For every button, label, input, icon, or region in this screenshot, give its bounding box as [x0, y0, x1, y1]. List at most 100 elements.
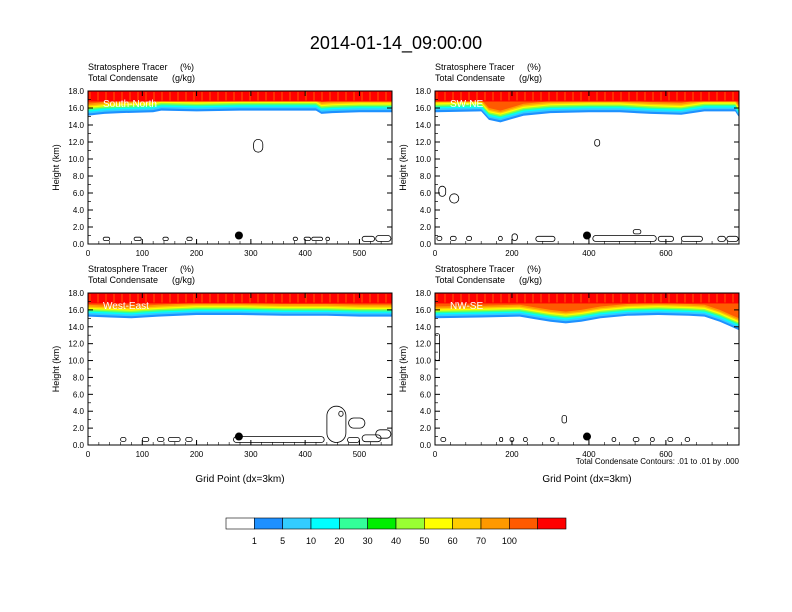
variable-1-label: Stratosphere Tracer [435, 264, 515, 274]
x-axis-label: Grid Point (dx=3km) [542, 474, 631, 485]
y-tick-label: 4.0 [420, 206, 432, 215]
x-tick-label: 200 [190, 249, 204, 258]
x-tick-label: 500 [353, 450, 367, 459]
condensate-contour [511, 233, 518, 242]
x-tick-label: 0 [86, 450, 91, 459]
condensate-contour [167, 436, 181, 442]
y-tick-label: 8.0 [420, 373, 432, 382]
chart-panel: 0.0 2.0 4.0 6.0 8.0 10.0 12.0 14.0 16.0 18.0 0 200 4… [398, 264, 740, 485]
panels-group: 0.0 2.0 4.0 6.0 8.0 10.0 12.0 14.0 16.0 18.0 0 100 2… [51, 62, 740, 485]
colorbar-swatch [367, 517, 397, 530]
y-axis-label: Height (km) [51, 144, 61, 191]
x-tick-label: 0 [433, 249, 438, 258]
y-tick-label: 10.0 [415, 155, 431, 164]
condensate-contour [311, 236, 324, 241]
colorbar-swatch [310, 517, 340, 530]
condensate-contour [375, 429, 392, 439]
panel-label: West-East [103, 301, 149, 312]
x-tick-label: 300 [244, 249, 258, 258]
condensate-contour [550, 436, 555, 442]
colorbar-label: 10 [306, 536, 316, 546]
condensate-contour [292, 236, 298, 241]
condensate-contour [338, 410, 344, 417]
colorbar-swatch [395, 517, 425, 530]
condensate-contour [684, 436, 691, 442]
condensate-contour [347, 436, 360, 443]
y-tick-label: 6.0 [73, 189, 85, 198]
tracer-band-100 [88, 91, 392, 102]
colorbar-swatch [452, 517, 482, 530]
condensate-contour [185, 436, 193, 442]
location-marker [234, 231, 243, 240]
variable-1-units: (%) [180, 62, 194, 72]
condensate-contour [632, 229, 642, 235]
colorbar-swatch [282, 517, 312, 530]
y-axis-label: Height (km) [398, 144, 408, 191]
contour-note: Total Condensate Contours: .01 to .01 by… [576, 457, 740, 466]
x-tick-label: 200 [505, 450, 519, 459]
y-tick-label: 12.0 [415, 340, 431, 349]
y-tick-label: 8.0 [73, 373, 85, 382]
condensate-contour [726, 235, 739, 242]
x-tick-label: 200 [190, 450, 204, 459]
colorbar: 1 5 10 20 30 40 50 60 70 100 [225, 517, 567, 546]
condensate-contour [499, 436, 504, 442]
variable-2-units: (g/kg) [172, 73, 195, 83]
y-tick-label: 18.0 [68, 87, 84, 96]
y-tick-label: 10.0 [68, 357, 84, 366]
condensate-contour [594, 138, 601, 147]
y-axis-label: Height (km) [51, 346, 61, 393]
x-tick-label: 500 [353, 249, 367, 258]
x-tick-label: 0 [433, 450, 438, 459]
panel-label: SW-NE [450, 99, 483, 110]
variable-1-label: Stratosphere Tracer [88, 62, 168, 72]
colorbar-label: 60 [448, 536, 458, 546]
location-marker [234, 432, 243, 441]
page-title: 2014-01-14_09:00:00 [310, 33, 482, 54]
variable-2-units: (g/kg) [519, 73, 542, 83]
y-tick-label: 16.0 [415, 306, 431, 315]
colorbar-label: 50 [419, 536, 429, 546]
y-tick-label: 12.0 [415, 138, 431, 147]
colorbar-label: 30 [363, 536, 373, 546]
y-tick-label: 12.0 [68, 138, 84, 147]
y-tick-label: 4.0 [420, 407, 432, 416]
colorbar-swatch [480, 517, 510, 530]
y-tick-label: 10.0 [68, 155, 84, 164]
y-tick-label: 18.0 [415, 87, 431, 96]
y-tick-label: 2.0 [73, 424, 85, 433]
condensate-contour [535, 235, 556, 242]
variable-1-label: Stratosphere Tracer [88, 264, 168, 274]
y-tick-label: 10.0 [415, 357, 431, 366]
x-tick-label: 300 [244, 450, 258, 459]
condensate-contour [436, 235, 443, 242]
panel-label: South-North [103, 99, 157, 110]
condensate-contour [326, 405, 347, 443]
plot-area [435, 293, 739, 445]
condensate-contour [680, 235, 703, 242]
variable-2-units: (g/kg) [172, 275, 195, 285]
variable-1-units: (%) [527, 264, 541, 274]
variable-2-label: Total Condensate [88, 73, 158, 83]
condensate-contour [440, 436, 447, 442]
variable-1-label: Stratosphere Tracer [435, 62, 515, 72]
colorbar-swatch [339, 517, 368, 530]
variable-1-units: (%) [527, 62, 541, 72]
condensate-contour [348, 417, 366, 429]
location-marker [583, 231, 591, 240]
panel-label: NW-SE [450, 301, 483, 312]
x-tick-label: 400 [582, 249, 596, 258]
variable-2-units: (g/kg) [519, 275, 542, 285]
condensate-contour [650, 436, 655, 442]
plot-area [88, 91, 392, 244]
y-tick-label: 14.0 [415, 121, 431, 130]
y-tick-label: 2.0 [420, 223, 432, 232]
y-tick-label: 4.0 [73, 206, 85, 215]
x-tick-label: 400 [582, 450, 596, 459]
condensate-contour [561, 414, 567, 424]
y-tick-label: 0.0 [420, 441, 432, 450]
tracer-band-100 [435, 293, 739, 304]
condensate-contour [102, 236, 111, 241]
x-tick-label: 100 [136, 249, 150, 258]
